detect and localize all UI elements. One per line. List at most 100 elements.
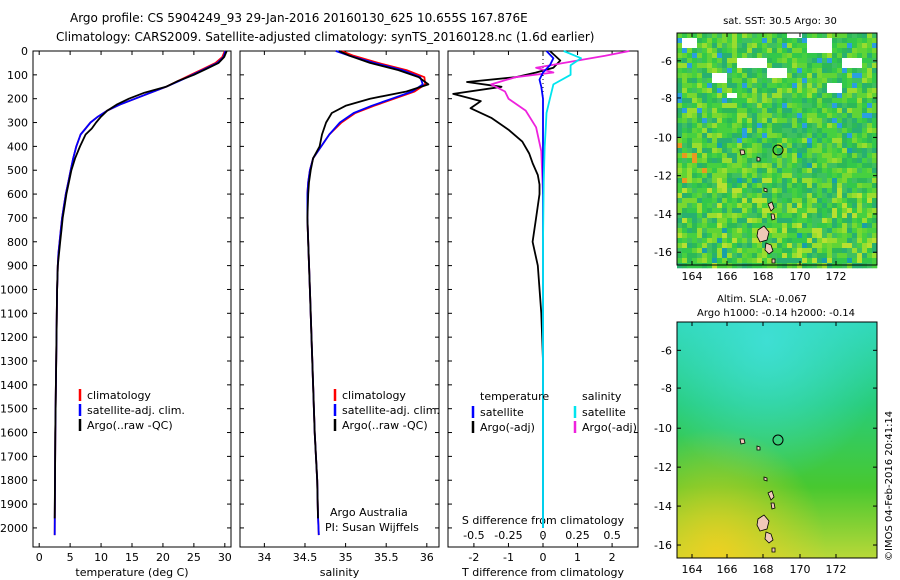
island xyxy=(767,490,775,501)
sst-cell xyxy=(702,208,708,214)
sst-cell xyxy=(687,208,693,214)
sst-cell xyxy=(802,43,808,49)
x-tick-label: 20 xyxy=(156,551,170,564)
sst-cell xyxy=(732,58,738,64)
sst-cell xyxy=(697,108,703,114)
lat-tick-label: -12 xyxy=(654,170,672,183)
sst-cell xyxy=(677,153,683,159)
sst-cell xyxy=(692,123,698,129)
sst-cell xyxy=(852,38,858,44)
sst-cell xyxy=(692,98,698,104)
sst-cell xyxy=(817,138,823,144)
sst-cell xyxy=(682,58,688,64)
sst-cell xyxy=(707,153,713,159)
sst-cell xyxy=(722,208,728,214)
sst-cell xyxy=(742,113,748,119)
sst-cell xyxy=(802,258,808,264)
sst-cell xyxy=(832,48,838,54)
sst-cell xyxy=(847,68,853,74)
sst-cell xyxy=(717,48,723,54)
sst-cell xyxy=(717,178,723,184)
sst-cell xyxy=(722,108,728,114)
sst-cell xyxy=(782,248,788,254)
sst-cell xyxy=(852,43,858,49)
sst-cell xyxy=(837,178,843,184)
sst-cell xyxy=(847,133,853,139)
sst-cell xyxy=(862,213,868,219)
sst-cell xyxy=(847,263,853,269)
sst-cell xyxy=(862,203,868,209)
y-tick-label: 1100 xyxy=(0,307,28,320)
sst-cell xyxy=(777,188,783,194)
sst-cell xyxy=(817,83,823,89)
sst-cell xyxy=(777,223,783,229)
sst-cell xyxy=(717,193,723,199)
sst-cell xyxy=(727,98,733,104)
sst-cell xyxy=(762,213,768,219)
sst-cell xyxy=(682,68,688,74)
sst-cell xyxy=(742,193,748,199)
sst-missing-cell xyxy=(737,58,767,68)
y-tick-label: 300 xyxy=(7,117,28,130)
top-tick-label: 0 xyxy=(540,529,547,542)
sst-cell xyxy=(757,148,763,154)
sst-cell xyxy=(772,218,778,224)
sst-cell xyxy=(697,178,703,184)
sst-cell xyxy=(822,163,828,169)
sla-map: Altim. SLA: -0.067 Argo h1000: -0.14 h20… xyxy=(654,294,878,576)
sst-cell xyxy=(747,248,753,254)
sst-cell xyxy=(822,108,828,114)
sst-cell xyxy=(857,108,863,114)
sst-cell xyxy=(752,143,758,149)
sst-cell xyxy=(822,78,828,84)
sst-cell xyxy=(832,63,838,69)
sst-cell xyxy=(702,228,708,234)
sst-cell xyxy=(787,148,793,154)
sst-cell xyxy=(832,233,838,239)
sst-cell xyxy=(732,73,738,79)
sst-cell xyxy=(732,103,738,109)
sst-cell xyxy=(847,88,853,94)
x-axis-label: temperature (deg C) xyxy=(75,566,188,579)
sst-cell xyxy=(757,53,763,59)
sst-cell xyxy=(732,38,738,44)
sst-cell xyxy=(717,93,723,99)
sst-cell xyxy=(677,93,683,99)
sst-cell xyxy=(702,58,708,64)
sst-cell xyxy=(772,238,778,244)
sst-cell xyxy=(792,153,798,159)
sst-cell xyxy=(677,123,683,129)
sst-cell xyxy=(802,53,808,59)
sst-cell xyxy=(867,173,873,179)
sst-cell xyxy=(782,228,788,234)
sst-cell xyxy=(777,178,783,184)
sst-cell xyxy=(727,143,733,149)
sst-cell xyxy=(677,98,683,104)
sst-cell xyxy=(752,208,758,214)
sst-cell xyxy=(732,238,738,244)
sst-cell xyxy=(862,83,868,89)
sst-cell xyxy=(872,78,878,84)
sst-cell xyxy=(742,143,748,149)
sst-cell xyxy=(807,223,813,229)
sst-cell xyxy=(772,58,778,64)
sst-cell xyxy=(742,158,748,164)
sst-cell xyxy=(842,263,848,269)
sst-cell xyxy=(832,108,838,114)
sst-cell xyxy=(712,168,718,174)
sst-cell xyxy=(787,188,793,194)
sst-cell xyxy=(682,193,688,199)
sst-cell xyxy=(782,98,788,104)
sst-cell xyxy=(747,168,753,174)
sst-cell xyxy=(802,193,808,199)
sst-cell xyxy=(742,153,748,159)
sst-cell xyxy=(737,248,743,254)
sst-cell xyxy=(792,78,798,84)
sst-cell xyxy=(832,213,838,219)
sst-cell xyxy=(872,178,878,184)
sst-cell xyxy=(737,193,743,199)
sst-cell xyxy=(732,258,738,264)
sst-cell xyxy=(857,228,863,234)
island xyxy=(771,258,776,264)
sst-cell xyxy=(762,88,768,94)
